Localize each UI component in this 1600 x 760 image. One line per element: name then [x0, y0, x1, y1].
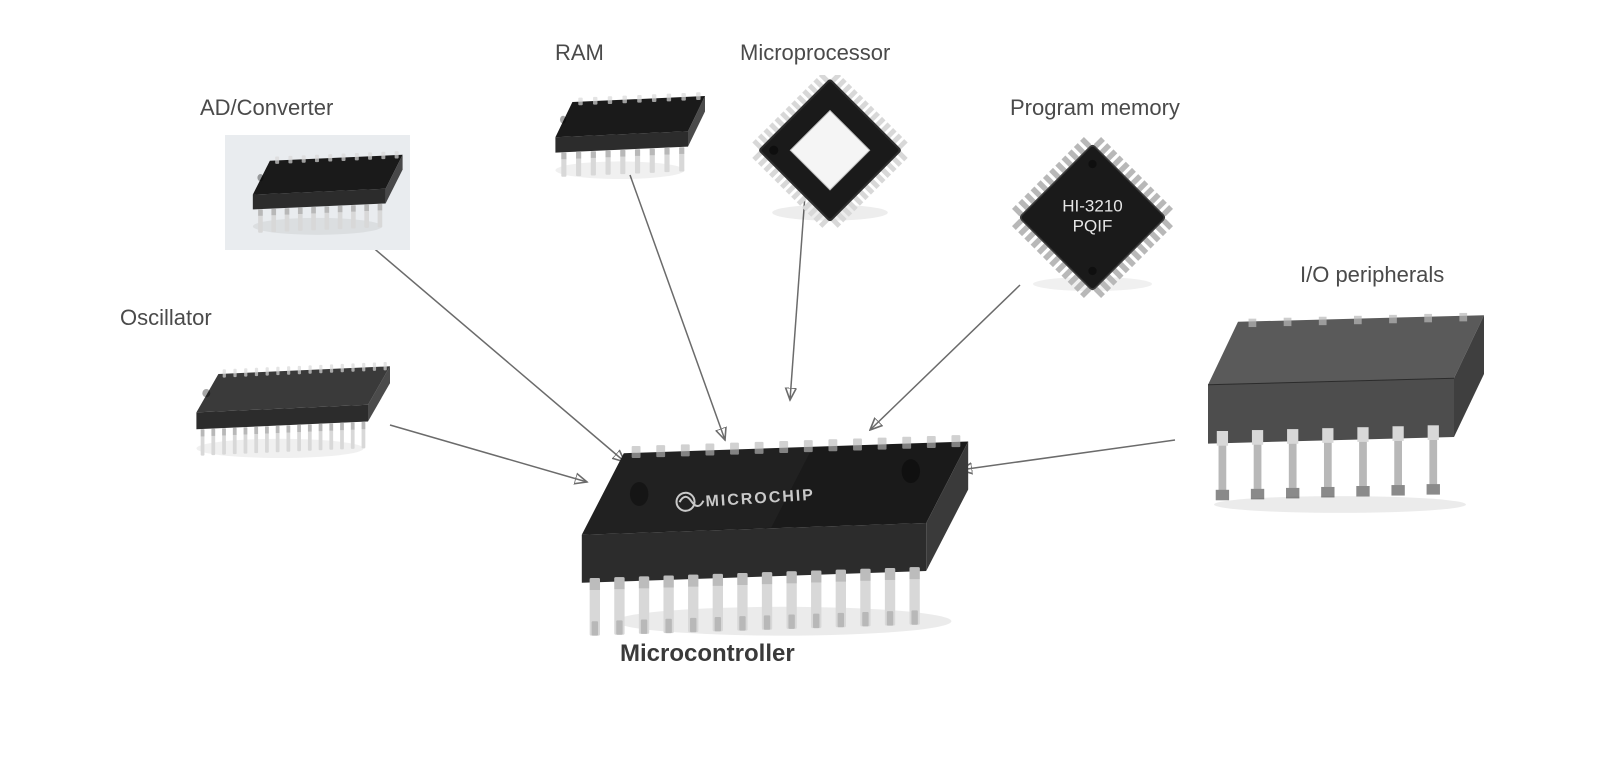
chip-oscillator: [170, 350, 390, 475]
arrow-io-peripherals: [960, 440, 1175, 470]
label-io-peripherals: I/O peripherals: [1300, 262, 1444, 288]
chip-microprocessor: [745, 75, 915, 240]
label-ad-converter: AD/Converter: [200, 95, 333, 121]
label-ram: RAM: [555, 40, 604, 66]
chip-io-peripherals: [1190, 305, 1490, 520]
chip-ram: [535, 80, 705, 195]
svg-text:PQIF: PQIF: [1073, 217, 1113, 236]
svg-text:HI-3210: HI-3210: [1062, 197, 1122, 216]
label-microprocessor: Microprocessor: [740, 40, 890, 66]
label-program-memory: Program memory: [1010, 95, 1180, 121]
arrow-ram: [630, 175, 725, 440]
chip-program-memory: HI-3210PQIF: [1005, 130, 1180, 310]
arrow-oscillator: [390, 425, 587, 482]
label-oscillator: Oscillator: [120, 305, 212, 331]
chip-microcontroller: MICROCHIP: [565, 410, 985, 655]
chip-ad-converter: [225, 135, 410, 255]
diagram-stage: Oscillator AD/Converter RAM Microprocess…: [0, 0, 1600, 760]
arrow-program-memory: [870, 285, 1020, 430]
